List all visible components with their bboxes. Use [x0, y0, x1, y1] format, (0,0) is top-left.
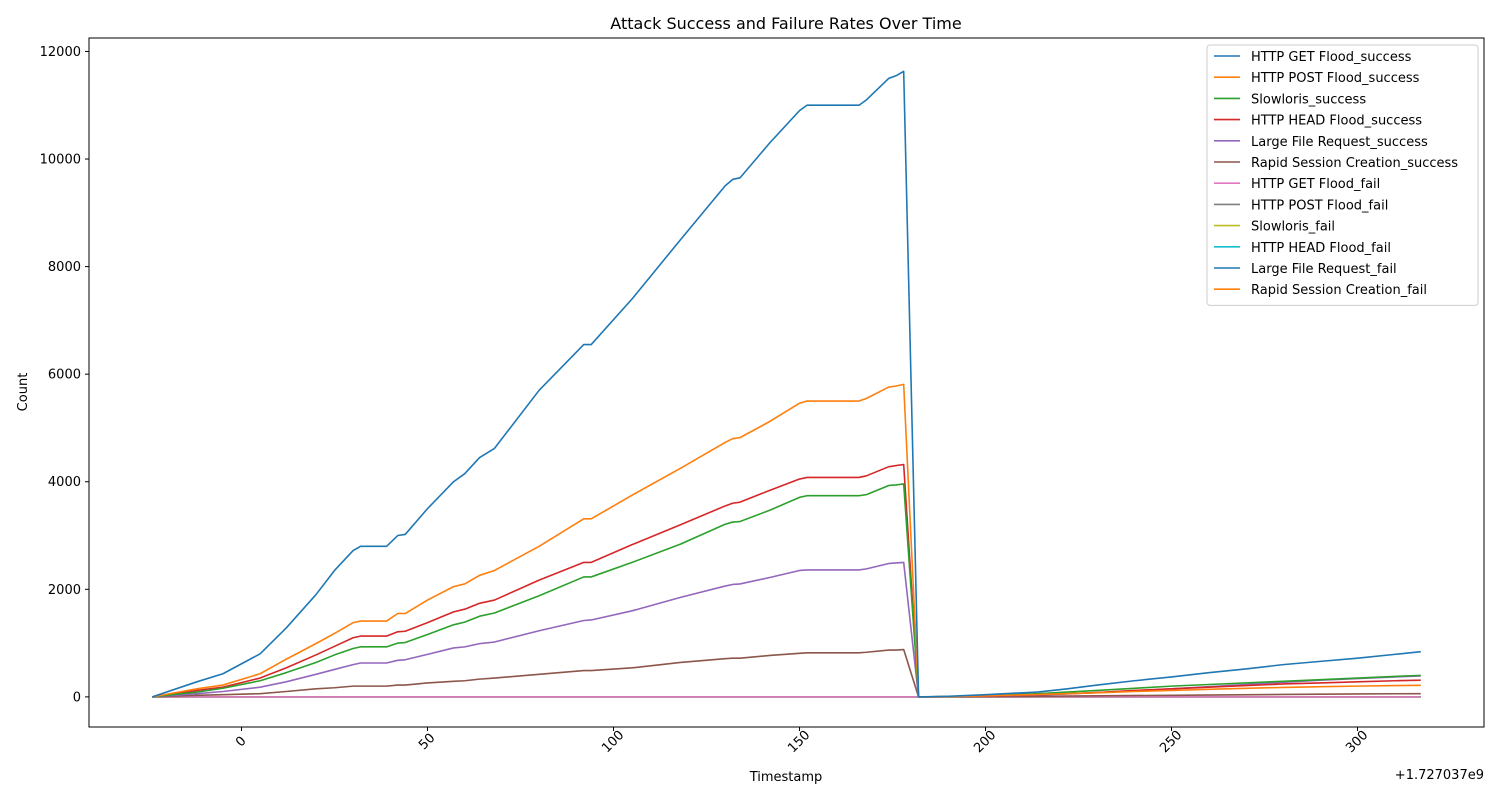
legend-entry: Rapid Session Creation_success [1251, 156, 1458, 171]
legend-entry: Slowloris_fail [1251, 220, 1335, 235]
y-tick-label: 12000 [40, 45, 81, 60]
y-tick-label: 2000 [48, 583, 81, 598]
y-tick-label: 8000 [48, 260, 81, 275]
series-line-2 [152, 483, 1421, 698]
x-tick-label: 50 [416, 731, 438, 753]
plot-frame [88, 37, 1485, 728]
legend-entry: Large File Request_fail [1251, 262, 1397, 277]
x-tick-label: 300 [1343, 728, 1371, 756]
plot-area [88, 37, 1485, 728]
x-tick-label: 0 [233, 734, 249, 750]
x-tick-label: 200 [971, 728, 999, 756]
x-axis-offset-label: +1.727037e9 [1395, 768, 1484, 783]
legend-entry: HTTP POST Flood_success [1251, 71, 1420, 86]
x-axis-label: Timestamp [749, 770, 823, 785]
chart-title: Attack Success and Failure Rates Over Ti… [610, 14, 961, 33]
y-tick-label: 4000 [48, 475, 81, 490]
series-line-0 [151, 70, 1421, 698]
legend-entry: HTTP HEAD Flood_success [1251, 114, 1422, 129]
y-tick-label: 10000 [40, 153, 81, 168]
x-axis: 0 50 100 150 200 250 300 [233, 727, 1371, 756]
legend-entry: HTTP GET Flood_success [1251, 50, 1412, 65]
x-tick-label: 150 [785, 728, 813, 756]
series-line-1 [152, 383, 1421, 698]
y-axis: 0 2000 4000 6000 8000 10000 12000 [40, 45, 89, 705]
y-axis-label: Count [16, 373, 31, 412]
x-tick-label: 250 [1157, 728, 1185, 756]
legend-entry: Rapid Session Creation_fail [1251, 283, 1427, 298]
legend-entry: HTTP POST Flood_fail [1251, 198, 1388, 213]
legend-box [1206, 44, 1479, 306]
y-tick-label: 6000 [48, 368, 81, 383]
y-tick-label: 0 [73, 690, 81, 705]
series-line-3 [152, 463, 1421, 698]
legend-entry: Slowloris_success [1251, 92, 1366, 107]
legend-entry: HTTP GET Flood_fail [1251, 177, 1380, 192]
legend-entry: Large File Request_success [1251, 135, 1428, 150]
series-line-5 [152, 648, 1421, 698]
x-tick-label: 100 [599, 728, 627, 756]
legend-entry: HTTP HEAD Flood_fail [1251, 241, 1391, 256]
legend: HTTP GET Flood_success HTTP POST Flood_su… [1206, 44, 1479, 306]
